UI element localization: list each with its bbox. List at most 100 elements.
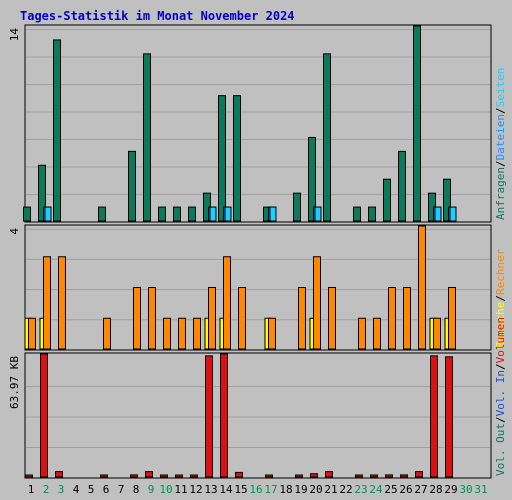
hits-bar-anfragen-day-20 [308, 136, 316, 222]
volume-bar-volumen-day-3 [55, 471, 63, 478]
hits-bar-anfragen-day-15 [233, 95, 241, 222]
legend-separator: / [494, 416, 507, 423]
volume-bar-volumen-day-20 [310, 473, 318, 478]
x-tick-label-day-13: 13 [204, 483, 217, 496]
x-tick-label-day-24: 24 [369, 483, 383, 496]
volume-bar-volumen-day-28 [430, 355, 438, 478]
x-tick-label-day-6: 6 [103, 483, 110, 496]
hits-bar-seiten-day-17 [269, 206, 277, 222]
hits-bar-seiten-day-20 [314, 206, 322, 222]
visits-panel: 4 Besuche/Rechner [8, 224, 507, 351]
visits-frame [24, 224, 492, 351]
visits-bar-rechner-day-20 [313, 256, 321, 350]
visits-bar-rechner-day-27 [418, 225, 426, 350]
hits-bar-anfragen-day-6 [98, 206, 106, 222]
hits-bar-anfragen-day-12 [188, 206, 196, 222]
volume-bar-volumen-day-8 [130, 474, 138, 478]
volume-bar-volumen-day-19 [295, 474, 303, 478]
legend-separator: / [494, 363, 507, 370]
visits-bar-rechner-day-10 [163, 317, 171, 350]
x-tick-label-day-15: 15 [234, 483, 247, 496]
volume-bar-volumen-day-26 [400, 474, 408, 478]
visits-bar-rechner-day-2 [43, 256, 51, 350]
x-tick-label-day-17: 17 [264, 483, 277, 496]
legend-item-volumen: Volumen [494, 317, 507, 363]
hits-bar-anfragen-day-26 [398, 150, 406, 222]
hits-bar-seiten-day-29 [449, 206, 457, 222]
hits-bar-anfragen-day-24 [368, 206, 376, 222]
volume-panel: 63.97 KB Vol. Out/Vol. In/Volumen [8, 317, 507, 479]
x-tick-label-day-30: 30 [459, 483, 472, 496]
volume-ytick-label: 63.97 KB [8, 356, 21, 409]
volume-bar-volumen-day-14 [220, 353, 228, 478]
volume-bar-volumen-day-15 [235, 471, 243, 478]
visits-bar-rechner-day-14 [223, 256, 231, 350]
x-tick-label-day-23: 23 [354, 483, 367, 496]
volume-bar-volumen-day-6 [100, 474, 108, 478]
x-tick-label-day-28: 28 [429, 483, 442, 496]
visits-legend: Besuche/Rechner [494, 248, 507, 348]
x-tick-label-day-8: 8 [133, 483, 140, 496]
visits-bar-rechner-day-17 [268, 317, 276, 350]
x-tick-label-day-21: 21 [324, 483, 337, 496]
hits-bar-anfragen-day-25 [383, 178, 391, 222]
x-tick-label-day-3: 3 [58, 483, 65, 496]
volume-bar-volumen-day-11 [175, 474, 183, 478]
legend-item-besuche: Besuche [494, 302, 507, 348]
x-tick-label-day-20: 20 [309, 483, 322, 496]
hits-ytick-label: 14 [8, 28, 21, 42]
hits-legend: Anfragen/Dateien/Seiten [494, 68, 507, 220]
hits-bar-anfragen-day-8 [128, 150, 136, 222]
visits-bar-rechner-day-15 [238, 287, 246, 350]
hits-bar-seiten-day-2 [44, 206, 52, 222]
x-tick-label-day-22: 22 [339, 483, 352, 496]
hits-bar-anfragen-day-1 [23, 206, 31, 222]
volume-bar-volumen-day-9 [145, 471, 153, 478]
hits-bar-anfragen-day-23 [353, 206, 361, 222]
volume-bar-volumen-day-12 [190, 474, 198, 478]
x-tick-label-day-11: 11 [174, 483, 187, 496]
x-tick-label-day-16: 16 [249, 483, 262, 496]
hits-panel: 14 Anfragen/Dateien/Seiten [8, 24, 507, 223]
x-axis: 1 2 3 4 5 6 7 8 9 10 11 12 13 14 15 16 17 18 19 20 21 22 23 24 2… [28, 483, 488, 496]
volume-bar-volumen-day-1 [25, 474, 33, 478]
hits-bar-anfragen-day-19 [293, 192, 301, 222]
hits-bar-anfragen-day-2 [38, 164, 46, 222]
x-tick-label-day-29: 29 [444, 483, 457, 496]
volume-legend: Vol. Out/Vol. In/Volumen [494, 317, 507, 476]
x-tick-label-day-31: 31 [474, 483, 487, 496]
x-tick-label-day-27: 27 [414, 483, 427, 496]
visits-bar-rechner-day-12 [193, 317, 201, 350]
hits-bar-anfragen-day-11 [173, 206, 181, 222]
legend-item-rechner: Rechner [494, 248, 507, 295]
visits-bar-rechner-day-21 [328, 287, 336, 350]
x-tick-label-day-1: 1 [28, 483, 35, 496]
x-tick-label-day-9: 9 [148, 483, 155, 496]
volume-bar-volumen-day-21 [325, 471, 333, 478]
visits-bar-rechner-day-11 [178, 317, 186, 350]
legend-separator: / [494, 160, 507, 167]
volume-bar-volumen-day-24 [370, 474, 378, 478]
visits-bar-rechner-day-19 [298, 287, 306, 350]
volume-bar-volumen-day-23 [355, 474, 363, 478]
x-tick-label-day-2: 2 [43, 483, 50, 496]
visits-bar-rechner-day-9 [148, 287, 156, 350]
hits-bar-seiten-day-13 [209, 206, 217, 222]
visits-bar-rechner-day-25 [388, 287, 396, 350]
x-tick-label-day-12: 12 [189, 483, 202, 496]
legend-item-dateien: Dateien [494, 114, 507, 160]
x-tick-label-day-4: 4 [73, 483, 80, 496]
hits-bar-seiten-day-14 [224, 206, 232, 222]
x-tick-label-day-7: 7 [118, 483, 125, 496]
volume-bar-volumen-day-29 [445, 356, 453, 478]
volume-bar-volumen-day-2 [40, 353, 48, 478]
hits-bar-anfragen-day-21 [323, 53, 331, 222]
volume-bar-volumen-day-25 [385, 474, 393, 478]
hits-bar-anfragen-day-14 [218, 95, 226, 222]
legend-item-anfragen: Anfragen [494, 167, 507, 220]
x-tick-label-day-26: 26 [399, 483, 412, 496]
hits-bar-seiten-day-28 [434, 206, 442, 222]
hits-frame [24, 24, 492, 223]
legend-item-volin: Vol. In [494, 370, 507, 416]
